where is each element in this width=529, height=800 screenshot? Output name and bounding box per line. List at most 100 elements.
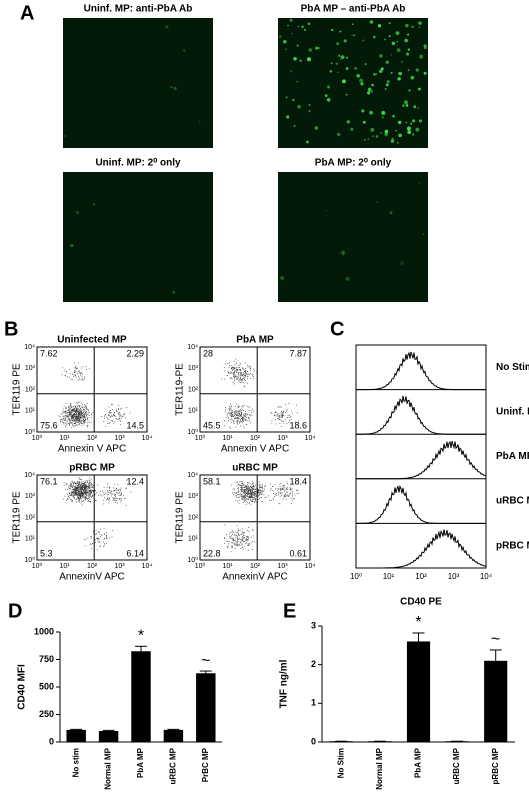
event: [80, 484, 82, 486]
event: [84, 488, 86, 490]
event: [81, 412, 83, 414]
event: [239, 539, 241, 541]
event: [278, 419, 280, 420]
event: [69, 482, 71, 484]
event: [84, 404, 86, 406]
event: [72, 488, 73, 490]
event: [125, 487, 127, 489]
event: [288, 402, 290, 404]
event: [85, 497, 87, 499]
spot: [296, 44, 299, 47]
event: [80, 495, 82, 497]
event: [286, 492, 288, 494]
event: [80, 419, 82, 421]
event: [78, 420, 80, 422]
event: [240, 494, 242, 496]
event: [237, 528, 239, 530]
event: [73, 414, 75, 415]
event: [89, 495, 91, 496]
event: [242, 489, 244, 490]
event: [249, 490, 251, 492]
event: [233, 543, 235, 545]
event: [247, 482, 248, 484]
event: [106, 542, 108, 544]
event: [80, 489, 82, 491]
event: [241, 497, 243, 499]
event: [84, 498, 86, 500]
event: [233, 371, 235, 372]
event: [244, 490, 246, 491]
event: [81, 491, 82, 493]
event: [108, 406, 110, 408]
event: [234, 406, 236, 407]
event: [70, 500, 72, 502]
event: [224, 378, 226, 380]
event: [227, 412, 229, 414]
event: [77, 491, 79, 493]
event: [64, 419, 66, 421]
event: [79, 497, 81, 499]
event: [234, 418, 236, 419]
event: [297, 489, 299, 491]
event: [78, 370, 80, 372]
event: [70, 418, 72, 420]
event: [237, 544, 238, 546]
event: [79, 494, 81, 495]
event: [74, 408, 75, 410]
event: [287, 483, 288, 485]
event: [240, 492, 242, 494]
event: [253, 368, 255, 370]
event: [60, 419, 62, 421]
event: [96, 491, 98, 493]
event: [242, 406, 244, 408]
event: [81, 376, 83, 377]
event: [237, 488, 239, 489]
event: [89, 494, 91, 496]
event: [81, 492, 83, 494]
event: [81, 484, 83, 485]
event: [71, 423, 73, 424]
event: [285, 487, 287, 489]
event: [242, 539, 243, 541]
event: [84, 406, 86, 408]
plot-title: pRBC MP: [69, 463, 115, 474]
event: [71, 494, 72, 496]
event: [84, 410, 86, 412]
event: [239, 410, 241, 412]
bar: [163, 729, 184, 742]
event: [77, 487, 79, 488]
event: [296, 489, 298, 491]
event: [228, 417, 230, 419]
event: [90, 537, 92, 539]
y-tick-label: 10²: [188, 386, 199, 393]
event: [83, 416, 85, 418]
event: [227, 540, 229, 542]
micrograph: [63, 18, 213, 148]
event: [227, 546, 229, 548]
event: [244, 537, 245, 538]
event: [251, 487, 252, 489]
event: [88, 422, 90, 424]
event: [232, 538, 234, 539]
event: [79, 493, 81, 495]
event: [290, 418, 292, 420]
event: [240, 413, 242, 415]
event: [278, 494, 279, 496]
spot: [384, 87, 387, 90]
event: [75, 489, 77, 490]
event: [77, 414, 79, 416]
event: [79, 478, 80, 480]
quadrant-value: 5.3: [40, 548, 53, 558]
spot: [280, 276, 284, 280]
event: [271, 423, 273, 425]
event: [246, 373, 248, 375]
spot: [397, 141, 399, 144]
events: [63, 477, 132, 551]
event: [77, 485, 79, 487]
event: [249, 414, 251, 416]
spot: [361, 109, 365, 113]
event: [277, 406, 279, 408]
event: [86, 486, 88, 488]
event: [81, 496, 83, 498]
event: [60, 421, 62, 423]
